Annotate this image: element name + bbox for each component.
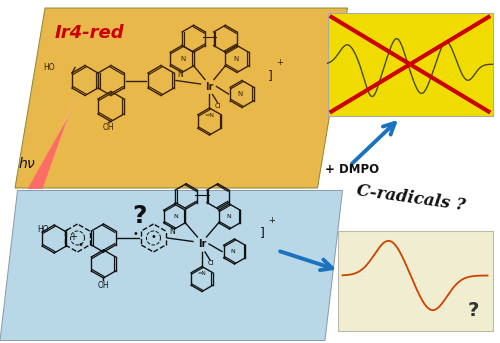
- Text: N: N: [177, 70, 183, 79]
- Text: HO: HO: [44, 62, 55, 71]
- Polygon shape: [8, 118, 68, 189]
- Polygon shape: [15, 8, 347, 188]
- Text: + DMPO: + DMPO: [325, 163, 379, 176]
- Text: =N: =N: [198, 271, 206, 276]
- Text: $h\nu$: $h\nu$: [18, 156, 36, 171]
- Text: N: N: [180, 56, 186, 62]
- Text: ?: ?: [468, 300, 479, 319]
- Polygon shape: [0, 190, 342, 341]
- Polygon shape: [4, 98, 78, 189]
- Text: C-radicals ?: C-radicals ?: [355, 182, 466, 214]
- Text: ]: ]: [260, 226, 265, 239]
- Text: Ir: Ir: [198, 239, 206, 249]
- Text: Ir4-red: Ir4-red: [55, 24, 124, 42]
- Text: =N: =N: [204, 113, 214, 118]
- Text: OH: OH: [102, 123, 115, 132]
- Text: N: N: [238, 91, 243, 97]
- Text: +: +: [276, 58, 283, 67]
- Text: ?: ?: [133, 204, 147, 228]
- Text: ]: ]: [268, 69, 272, 82]
- Polygon shape: [0, 78, 85, 189]
- Text: OH: OH: [98, 281, 110, 290]
- Text: +: +: [70, 232, 78, 242]
- Text: +: +: [268, 215, 276, 225]
- Text: Cl: Cl: [208, 260, 214, 266]
- FancyBboxPatch shape: [328, 13, 492, 116]
- Text: Cl: Cl: [215, 103, 222, 108]
- Text: N: N: [173, 214, 178, 219]
- Text: HO: HO: [37, 225, 48, 234]
- Text: Ir: Ir: [206, 82, 214, 92]
- Text: N: N: [170, 227, 175, 237]
- Text: •: •: [150, 233, 156, 243]
- Text: •: •: [77, 240, 83, 250]
- Text: N: N: [226, 214, 231, 219]
- Text: •: •: [132, 229, 138, 239]
- Text: N: N: [230, 249, 235, 254]
- Text: N: N: [234, 56, 238, 62]
- FancyBboxPatch shape: [338, 230, 492, 331]
